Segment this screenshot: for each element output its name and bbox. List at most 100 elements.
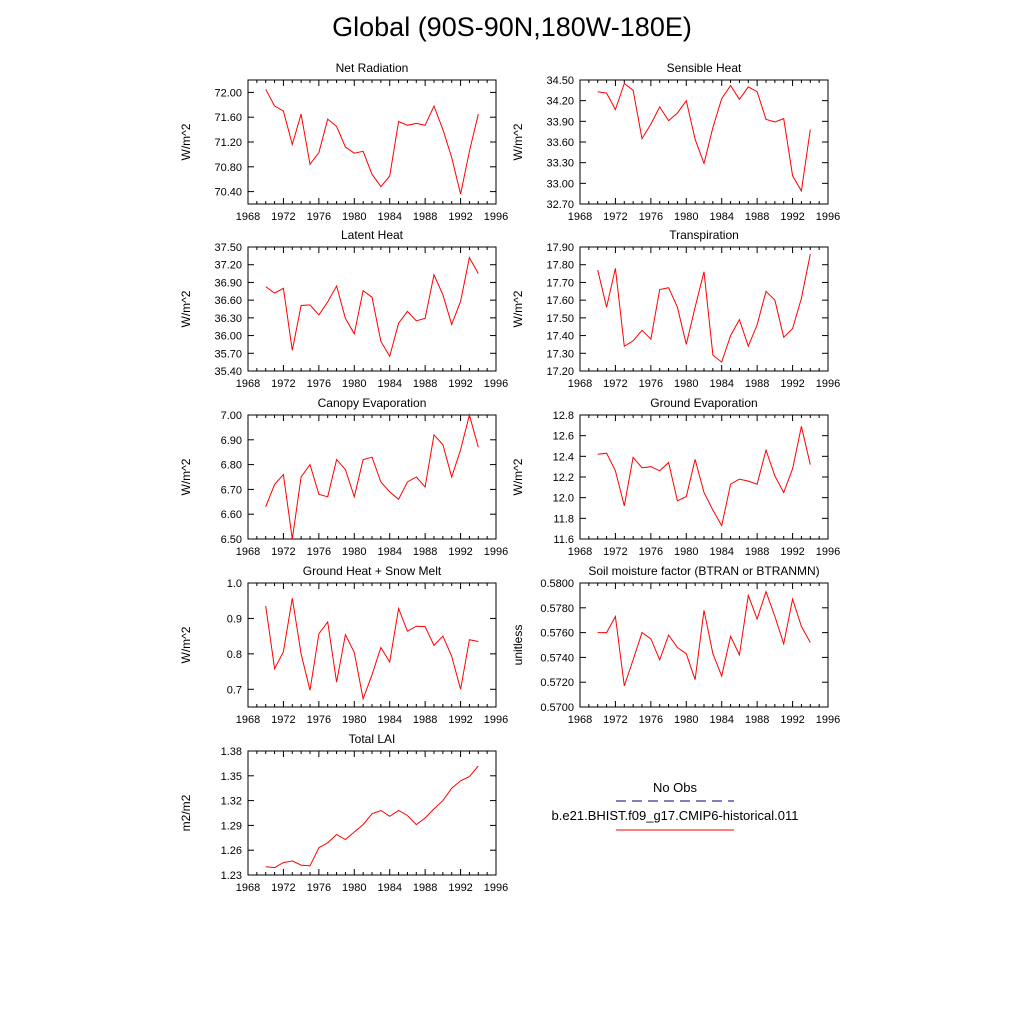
x-tick-label: 1968 [236, 378, 260, 390]
y-tick-label: 36.60 [214, 295, 242, 307]
y-tick-label: 35.70 [214, 348, 242, 360]
x-tick-label: 1968 [568, 714, 592, 726]
y-tick-label: 11.8 [553, 513, 574, 525]
y-tick-label: 32.70 [546, 199, 574, 211]
y-tick-label: 6.60 [221, 509, 242, 521]
x-tick-label: 1996 [816, 211, 840, 223]
x-tick-label: 1996 [484, 211, 508, 223]
x-tick-label: 1968 [236, 546, 260, 558]
y-tick-label: 71.60 [214, 112, 242, 124]
y-tick-label: 36.00 [214, 331, 242, 343]
y-tick-label: 7.00 [221, 410, 242, 422]
x-tick-label: 1968 [236, 211, 260, 223]
panel-7: Soil moisture factor (BTRAN or BTRANMN) u… [511, 564, 840, 726]
y-tick-label: 34.50 [546, 75, 574, 87]
y-tick-label: 36.30 [214, 313, 242, 325]
y-tick-label: 17.90 [546, 242, 574, 254]
y-tick-label: 1.29 [221, 820, 242, 832]
panel-title: Sensible Heat [667, 61, 742, 75]
x-tick-label: 1996 [816, 378, 840, 390]
series-line [265, 89, 479, 195]
x-tick-label: 1996 [816, 714, 840, 726]
y-tick-label: 17.50 [546, 313, 574, 325]
y-tick-label: 33.90 [546, 116, 574, 128]
x-tick-label: 1996 [816, 546, 840, 558]
series-line [265, 256, 479, 358]
panel-2: Latent Heat W/m^2 1968 1972 1976 1980 1984 1988… [179, 228, 508, 390]
x-tick-label: 1980 [342, 546, 366, 558]
y-tick-label: 35.40 [214, 366, 242, 378]
panel-title: Total LAI [349, 732, 396, 746]
plot-frame [247, 246, 497, 372]
series-line [597, 82, 811, 193]
y-tick-label: 0.5740 [540, 652, 574, 664]
x-tick-label: 1992 [448, 714, 472, 726]
y-axis-label: W/m^2 [511, 458, 525, 495]
y-tick-label: 1.32 [221, 796, 242, 808]
y-tick-label: 17.70 [546, 277, 574, 289]
x-tick-label: 1988 [745, 211, 769, 223]
y-tick-label: 0.8 [227, 649, 242, 661]
y-tick-label: 12.2 [553, 472, 574, 484]
x-tick-label: 1968 [236, 882, 260, 894]
y-tick-label: 70.40 [214, 187, 242, 199]
y-tick-label: 1.35 [221, 771, 242, 783]
panel-title: Ground Evaporation [650, 396, 757, 410]
x-tick-label: 1980 [342, 714, 366, 726]
panel-4: Canopy Evaporation W/m^2 1968 1972 1976 1980 1… [179, 396, 508, 558]
x-tick-label: 1968 [236, 714, 260, 726]
y-tick-label: 37.20 [214, 260, 242, 272]
y-axis-label: unitless [511, 625, 525, 666]
x-tick-label: 1988 [745, 546, 769, 558]
x-tick-label: 1984 [709, 546, 733, 558]
x-tick-label: 1976 [639, 378, 663, 390]
x-tick-label: 1992 [780, 211, 804, 223]
x-tick-label: 1972 [603, 714, 627, 726]
x-tick-label: 1976 [639, 546, 663, 558]
plot-frame [579, 246, 829, 372]
y-tick-label: 17.40 [546, 331, 574, 343]
legend-model-label: b.e21.BHIST.f09_g17.CMIP6-historical.011 [552, 808, 799, 823]
x-tick-label: 1992 [780, 714, 804, 726]
x-tick-label: 1972 [271, 378, 295, 390]
panel-title: Latent Heat [341, 228, 404, 242]
x-tick-label: 1996 [484, 882, 508, 894]
y-axis-label: W/m^2 [511, 123, 525, 160]
x-tick-label: 1996 [484, 378, 508, 390]
x-tick-label: 1996 [484, 546, 508, 558]
y-tick-label: 1.0 [227, 578, 242, 590]
x-tick-label: 1984 [377, 714, 401, 726]
y-tick-label: 0.9 [227, 613, 242, 625]
x-tick-label: 1984 [377, 546, 401, 558]
x-tick-label: 1988 [745, 378, 769, 390]
x-tick-label: 1992 [780, 378, 804, 390]
x-tick-label: 1984 [709, 211, 733, 223]
x-tick-label: 1992 [448, 882, 472, 894]
x-tick-label: 1992 [448, 378, 472, 390]
y-tick-label: 6.80 [221, 460, 242, 472]
y-tick-label: 34.20 [546, 96, 574, 108]
plot-frame [247, 750, 497, 876]
plot-frame [579, 582, 829, 708]
x-tick-label: 1988 [413, 378, 437, 390]
panel-1: Sensible Heat W/m^2 1968 1972 1976 1980 1984 19… [511, 61, 840, 223]
y-tick-label: 17.30 [546, 348, 574, 360]
x-tick-label: 1976 [307, 378, 331, 390]
x-tick-label: 1980 [674, 546, 698, 558]
x-tick-label: 1972 [271, 882, 295, 894]
x-tick-label: 1984 [709, 714, 733, 726]
x-tick-label: 1968 [568, 546, 592, 558]
y-axis-label: W/m^2 [179, 626, 193, 663]
series-line [265, 765, 479, 869]
y-tick-label: 1.23 [221, 870, 242, 882]
x-tick-label: 1980 [674, 211, 698, 223]
series-line [597, 254, 811, 363]
series-line [597, 590, 811, 687]
y-tick-label: 36.90 [214, 277, 242, 289]
x-tick-label: 1980 [674, 378, 698, 390]
x-tick-label: 1968 [568, 378, 592, 390]
y-tick-label: 1.38 [221, 746, 242, 758]
y-tick-label: 33.30 [546, 158, 574, 170]
x-tick-label: 1972 [603, 211, 627, 223]
y-tick-label: 12.6 [553, 431, 574, 443]
